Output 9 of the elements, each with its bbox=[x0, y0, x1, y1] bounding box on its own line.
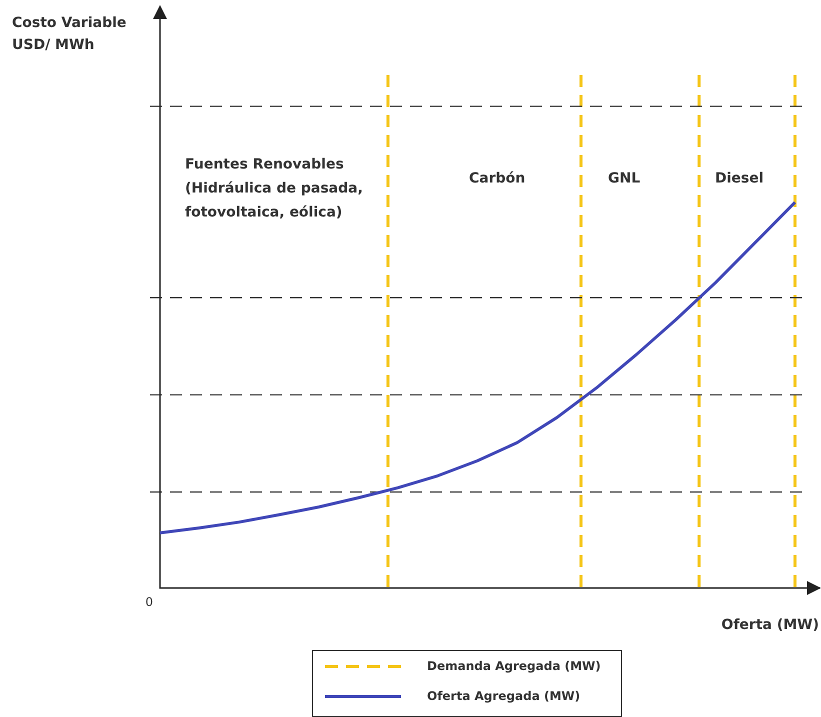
text: Carbón bbox=[469, 170, 526, 187]
text: Diesel bbox=[715, 170, 764, 187]
text: GNL bbox=[608, 170, 640, 187]
text: Costo Variable USD/ MWh bbox=[12, 14, 126, 55]
legend-label: Demanda Agregada (MW) bbox=[427, 659, 601, 673]
annotation: Fuentes Renovables (Hidráulica de pasada, fotovoltaica, eólica) bbox=[185, 156, 363, 221]
text: 0 bbox=[145, 595, 153, 610]
text: Oferta Agregada (MW) bbox=[427, 689, 580, 703]
x-axis-title: Oferta (MW) bbox=[721, 616, 819, 635]
